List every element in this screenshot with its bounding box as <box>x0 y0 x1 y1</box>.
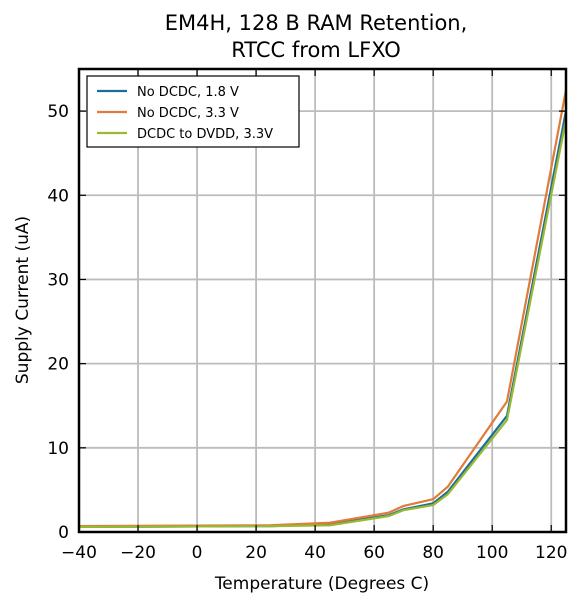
x-tick-label: 80 <box>422 543 444 563</box>
y-tick-label: 40 <box>47 186 69 206</box>
x-tick-label: 40 <box>304 543 326 563</box>
legend-label-3: DCDC to DVDD, 3.3V <box>137 127 273 142</box>
y-tick-label: 20 <box>47 355 69 375</box>
grid <box>78 69 566 533</box>
x-tick-label: −20 <box>120 543 156 563</box>
x-axis-label: Temperature (Degrees C) <box>214 574 429 594</box>
x-tick-label: 100 <box>476 543 508 563</box>
series-line-2 <box>78 89 568 528</box>
series-lines <box>78 89 568 529</box>
plot-frame <box>77 67 568 534</box>
y-tick-label: 30 <box>47 270 69 290</box>
legend-label-2: No DCDC, 3.3 V <box>137 106 239 121</box>
y-tick-label: 0 <box>58 523 69 543</box>
y-tick-label: 10 <box>47 439 69 459</box>
chart-title-line-1: EM4H, 128 B RAM Retention, <box>165 11 468 35</box>
series-line-3 <box>78 119 568 529</box>
x-tick-label: 60 <box>363 543 385 563</box>
y-axis-label: Supply Current (uA) <box>13 216 33 384</box>
y-tick-label: 50 <box>47 102 69 122</box>
legend: No DCDC, 1.8 V No DCDC, 3.3 V DCDC to DVDD… <box>86 75 300 148</box>
x-tick-label: −40 <box>61 543 97 563</box>
x-tick-label: 0 <box>192 543 203 563</box>
x-tick-label: 120 <box>535 543 567 563</box>
x-tick-label: 20 <box>245 543 267 563</box>
ticks: −40 −20 0 20 40 60 80 100 120 0 10 20 30 40 50 <box>47 69 567 563</box>
chart-title-line-2: RTCC from LFXO <box>231 38 401 62</box>
legend-label-1: No DCDC, 1.8 V <box>137 85 239 100</box>
